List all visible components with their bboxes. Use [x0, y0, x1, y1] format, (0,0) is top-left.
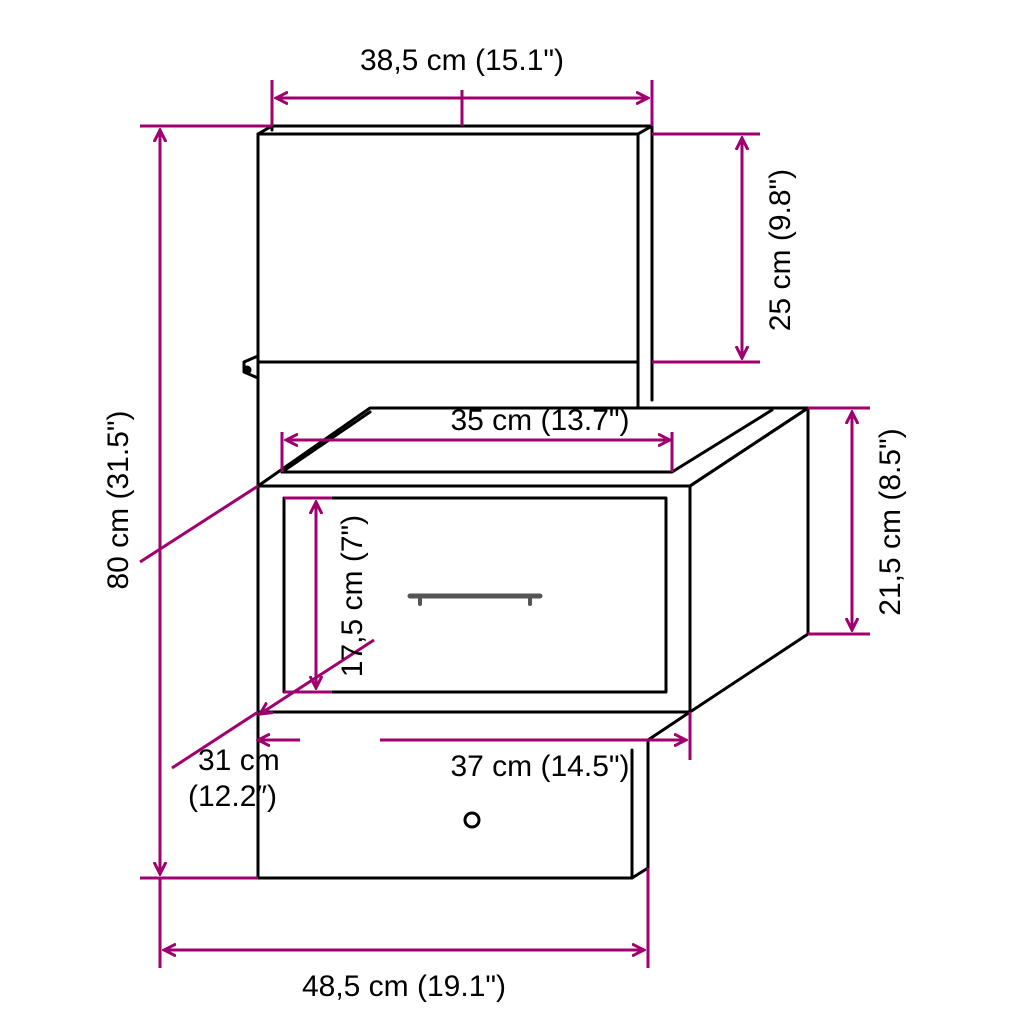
dimension-labels: 38,5 cm (15.1") 25 cm (9.8") 35 cm (13.7… [102, 44, 907, 1003]
label-inner-top-width: 35 cm (13.7") [450, 404, 629, 437]
label-total-height: 80 cm (31.5") [102, 410, 135, 589]
dim-cabinet-height [808, 408, 870, 634]
label-top-width: 38,5 cm (15.1") [360, 44, 564, 77]
label-cabinet-height: 21,5 cm (8.5") [874, 428, 907, 615]
label-depth-line2: (12.2″) [188, 780, 277, 813]
dim-bottom-width [160, 868, 648, 968]
dim-top-width [272, 80, 652, 126]
dim-drawer-height [284, 498, 332, 692]
label-depth-line1: 31 cm [198, 744, 280, 777]
label-drawer-height: 17,5 cm (7") [336, 515, 369, 677]
label-front-width: 37 cm (14.5") [450, 750, 629, 783]
dimension-diagram: 38,5 cm (15.1") 25 cm (9.8") 35 cm (13.7… [0, 0, 1024, 1024]
label-mirror-height: 25 cm (9.8") [764, 169, 797, 331]
drawer-handle-icon [410, 596, 540, 604]
dim-inner-top-width [282, 432, 672, 472]
label-bottom-width: 48,5 cm (19.1") [302, 970, 506, 1003]
dim-mirror-height [652, 134, 760, 362]
